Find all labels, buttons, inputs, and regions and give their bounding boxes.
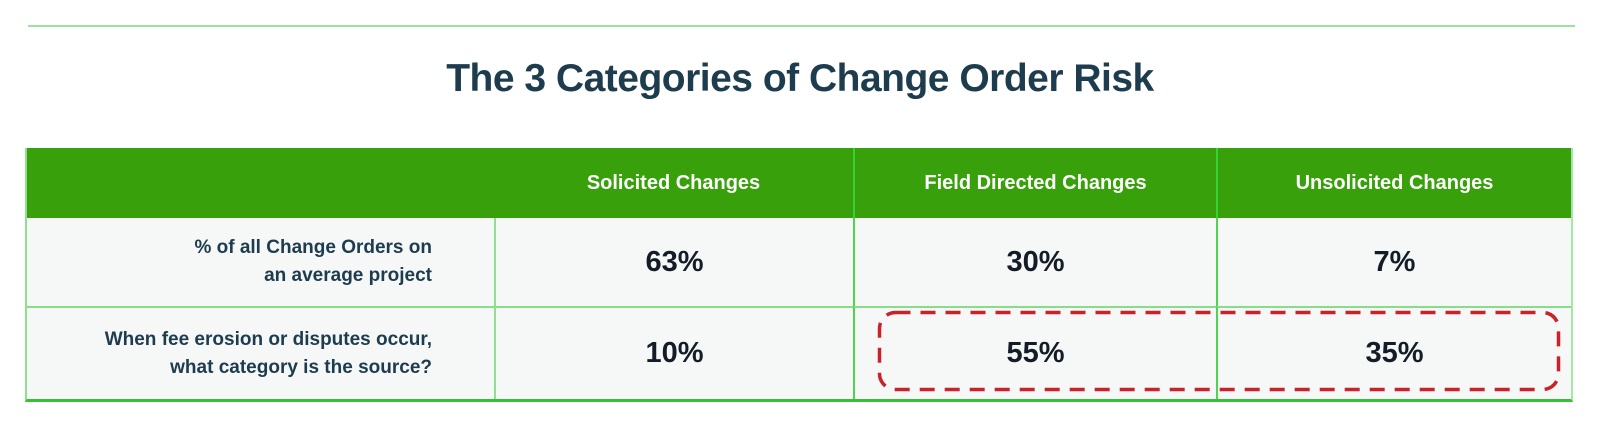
value-solicited-share: 63% <box>494 218 853 306</box>
row-label-fee-erosion-source: When fee erosion or disputes occur, what… <box>27 306 494 399</box>
header-cell-solicited-changes: Solicited Changes <box>586 171 761 194</box>
value-unsolicited-source: 35% <box>1216 306 1571 399</box>
value-field-directed-share: 30% <box>853 218 1216 306</box>
header-cell-field-directed-changes: Field Directed Changes <box>853 148 1216 218</box>
header-cell-unsolicited-changes: Unsolicited Changes <box>1216 148 1571 218</box>
value-field-directed-source: 55% <box>853 306 1216 399</box>
page-title: The 3 Categories of Change Order Risk <box>446 57 1154 100</box>
value-unsolicited-share: 7% <box>1216 218 1571 306</box>
change-order-risk-table: Solicited Changes Field Directed Changes… <box>25 148 1573 402</box>
top-accent-line <box>28 25 1575 27</box>
row-label-change-order-share: % of all Change Orders on an average pro… <box>194 237 432 286</box>
value-solicited-source: 10% <box>494 306 853 399</box>
table-row-fee-erosion-source: When fee erosion or disputes occur, what… <box>27 306 1571 399</box>
table-row-change-order-share: % of all Change Orders on an average pro… <box>27 218 1571 306</box>
header-cell-row-labels <box>27 148 494 218</box>
table-header-row: Solicited Changes Field Directed Changes… <box>27 148 1571 218</box>
